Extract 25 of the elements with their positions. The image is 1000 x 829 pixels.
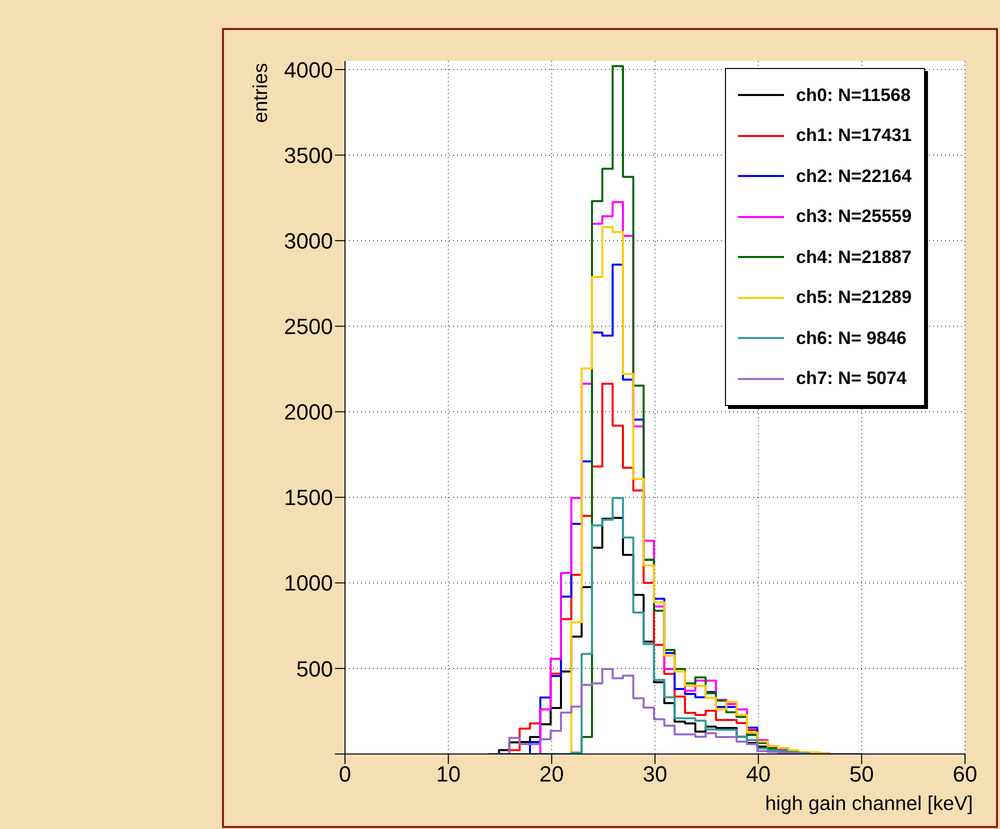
y-tick-label: 2000 bbox=[284, 400, 333, 425]
y-axis-title: entries bbox=[250, 63, 272, 124]
y-tick-label: 3500 bbox=[284, 142, 333, 168]
legend-label: ch6: N= 9846 bbox=[796, 328, 907, 349]
y-tick-label: 3000 bbox=[284, 228, 333, 254]
legend-label: ch2: N=22164 bbox=[796, 166, 912, 187]
y-tick-label: 2500 bbox=[284, 314, 333, 340]
y-tick-label: 1000 bbox=[284, 570, 333, 596]
y-tick-label: 4000 bbox=[284, 57, 333, 82]
x-tick-label: 40 bbox=[746, 762, 771, 787]
x-tick-label: 0 bbox=[338, 762, 352, 787]
legend-label: ch5: N=21289 bbox=[796, 287, 912, 308]
legend-label: ch3: N=25559 bbox=[796, 206, 912, 228]
y-tick-label: 500 bbox=[296, 656, 333, 682]
legend-label: ch7: N= 5074 bbox=[796, 368, 907, 390]
legend-label: ch1: N=17431 bbox=[796, 125, 912, 146]
x-tick-label: 50 bbox=[849, 762, 874, 787]
x-tick-label: 60 bbox=[952, 762, 978, 787]
y-tick-label: 1500 bbox=[284, 485, 333, 510]
x-tick-label: 10 bbox=[436, 762, 461, 787]
legend-label: ch0: N=11568 bbox=[796, 84, 911, 106]
x-tick-label: 20 bbox=[539, 762, 564, 787]
x-tick-label: 30 bbox=[642, 762, 668, 787]
x-axis-title: high gain channel [keV] bbox=[765, 793, 973, 815]
legend-label: ch4: N=21887 bbox=[796, 246, 912, 268]
